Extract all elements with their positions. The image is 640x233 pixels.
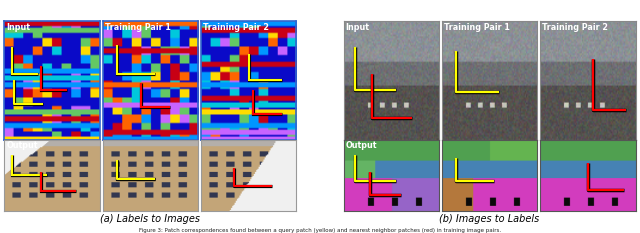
Text: Figure 3: Patch correspondences found between a query patch (yellow) and nearest: Figure 3: Patch correspondences found be… [139,228,501,233]
Text: Input: Input [6,23,30,32]
Text: Training Pair 1: Training Pair 1 [444,23,509,32]
Text: (a) Labels to Images: (a) Labels to Images [100,214,200,224]
Text: Input: Input [346,23,369,32]
Text: Training Pair 2: Training Pair 2 [542,23,608,32]
Text: (b) Images to Labels: (b) Images to Labels [440,214,540,224]
Text: Training Pair 2: Training Pair 2 [203,23,269,32]
Text: Output: Output [346,141,377,150]
Text: Output: Output [6,141,38,150]
Text: Training Pair 1: Training Pair 1 [104,23,170,32]
